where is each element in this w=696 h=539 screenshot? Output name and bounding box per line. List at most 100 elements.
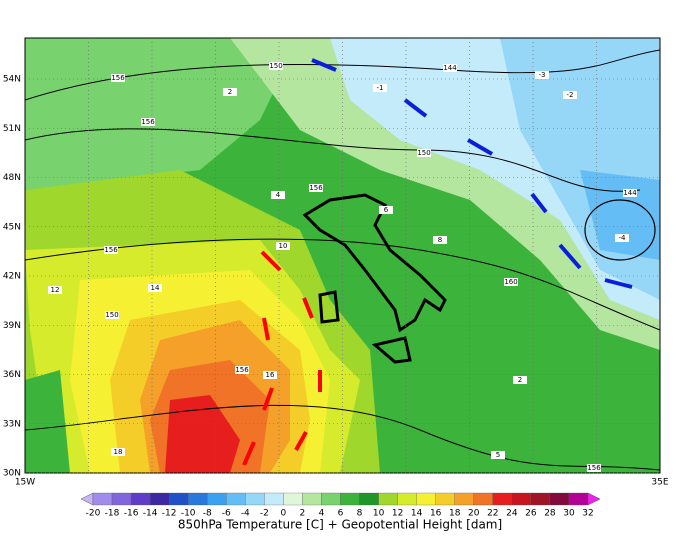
contour-label-bg — [491, 451, 505, 459]
contour-label-bg — [504, 278, 518, 286]
colorbar-cell — [169, 492, 189, 506]
contour-label: 156 — [104, 246, 118, 254]
colorbar-tick-label: 10 — [373, 509, 385, 519]
contour-label: 2 — [518, 376, 522, 384]
colorbar-cell — [397, 492, 417, 506]
colorbar-tick-label: 14 — [411, 509, 423, 519]
colorbar-title: 850hPa Temperature [C] + Geopotential He… — [178, 518, 502, 532]
lat-label: 42N — [3, 272, 21, 282]
contour-label-bg — [309, 184, 323, 192]
colorbar-tick-label: 16 — [430, 509, 442, 519]
contour-label-bg — [235, 366, 249, 374]
colorbar-cell — [473, 492, 493, 506]
contour-label-bg — [587, 464, 601, 472]
colorbar-cell — [302, 492, 322, 506]
contour-label: 2 — [228, 88, 232, 96]
lat-label: 39N — [3, 321, 21, 331]
contour-label-bg — [148, 284, 162, 292]
colorbar-cell — [435, 492, 455, 506]
contour-label: -3 — [539, 71, 546, 79]
colorbar-cell — [359, 492, 379, 506]
colorbar-tick-label: 2 — [300, 509, 306, 519]
colorbar-tick-label: 0 — [281, 509, 287, 519]
lat-label: 30N — [3, 469, 21, 479]
colorbar-cell — [340, 492, 360, 506]
contour-label: 6 — [384, 206, 389, 214]
contour-label-bg — [111, 448, 125, 456]
contour-label-bg — [263, 371, 277, 379]
colorbar-tick-label: 12 — [392, 509, 403, 519]
colorbar-tick-label: 26 — [525, 509, 537, 519]
contour-label-bg — [443, 64, 457, 72]
colorbar-extend-low — [80, 492, 94, 506]
contour-label-bg — [433, 236, 447, 244]
contour-label-bg — [623, 189, 637, 197]
colorbar-tick-label: 18 — [449, 509, 461, 519]
colorbar-tick-label: -20 — [86, 509, 101, 519]
contour-label: 156 — [235, 366, 249, 374]
colorbar-cell — [188, 492, 208, 506]
colorbar-tick-label: 30 — [563, 509, 575, 519]
colorbar-tick-label: -14 — [143, 509, 158, 519]
contour-label: -2 — [567, 91, 574, 99]
contour-label-bg — [373, 84, 387, 92]
colorbar-cell — [264, 492, 284, 506]
contour-label: 150 — [269, 62, 282, 70]
lon-label: 15W — [15, 478, 35, 488]
contour-label: 8 — [438, 236, 442, 244]
colorbar-tick-label: -18 — [105, 509, 120, 519]
contour-label: 150 — [417, 149, 430, 157]
contour-label-bg — [563, 91, 577, 99]
colorbar-cell — [226, 492, 246, 506]
colorbar-extend-high — [587, 492, 601, 506]
colorbar-cell — [321, 492, 341, 506]
contour-label-bg — [111, 74, 125, 82]
contour-label-bg — [141, 118, 155, 126]
lat-label: 51N — [3, 124, 21, 134]
contour-label: 5 — [496, 451, 500, 459]
colorbar-tick-label: -12 — [162, 509, 177, 519]
lat-label: 36N — [3, 370, 21, 380]
colorbar-tick-label: 28 — [544, 509, 556, 519]
colorbar-tick-label: -4 — [241, 509, 250, 519]
contour-label: 10 — [279, 242, 288, 250]
colorbar-cell — [92, 492, 113, 506]
lon-label: 35E — [651, 478, 668, 488]
contour-label-bg — [513, 376, 527, 384]
contour-label-bg — [48, 286, 62, 294]
contour-label: 156 — [309, 184, 323, 192]
colorbar-cell — [530, 492, 551, 506]
contour-label: 156 — [587, 464, 601, 472]
colorbar-cell — [416, 492, 436, 506]
colorbar-tick-label: -6 — [222, 509, 231, 519]
contour-label-bg — [276, 242, 290, 250]
colorbar-tick-label: -16 — [124, 509, 139, 519]
lat-label: 54N — [3, 75, 21, 85]
contour-label: 144 — [443, 64, 457, 72]
colorbar-tick-label: 20 — [468, 509, 480, 519]
contour-label: -4 — [619, 234, 627, 242]
colorbar-tick-label: 32 — [582, 509, 593, 519]
map-field — [25, 38, 660, 473]
contour-label: 156 — [111, 74, 125, 82]
colorbar-cell — [207, 492, 227, 506]
colorbar-cell — [549, 492, 570, 506]
contour-label: 160 — [504, 278, 517, 286]
contour-label-bg — [615, 234, 629, 242]
colorbar-tick-label: -8 — [203, 509, 212, 519]
contour-label-bg — [223, 88, 237, 96]
colorbar-cell — [378, 492, 398, 506]
colorbar-tick-label: 4 — [319, 509, 325, 519]
colorbar-cell — [492, 492, 512, 506]
colorbar-tick-label: 22 — [487, 509, 498, 519]
lat-label: 33N — [3, 419, 21, 429]
contour-label: -1 — [377, 84, 384, 92]
contour-label-bg — [417, 149, 431, 157]
contour-label: 150 — [105, 311, 118, 319]
contour-label-bg — [271, 191, 285, 199]
colorbar-tick-label: 6 — [338, 509, 344, 519]
contour-label-bg — [104, 246, 118, 254]
contour-label-bg — [269, 62, 283, 70]
